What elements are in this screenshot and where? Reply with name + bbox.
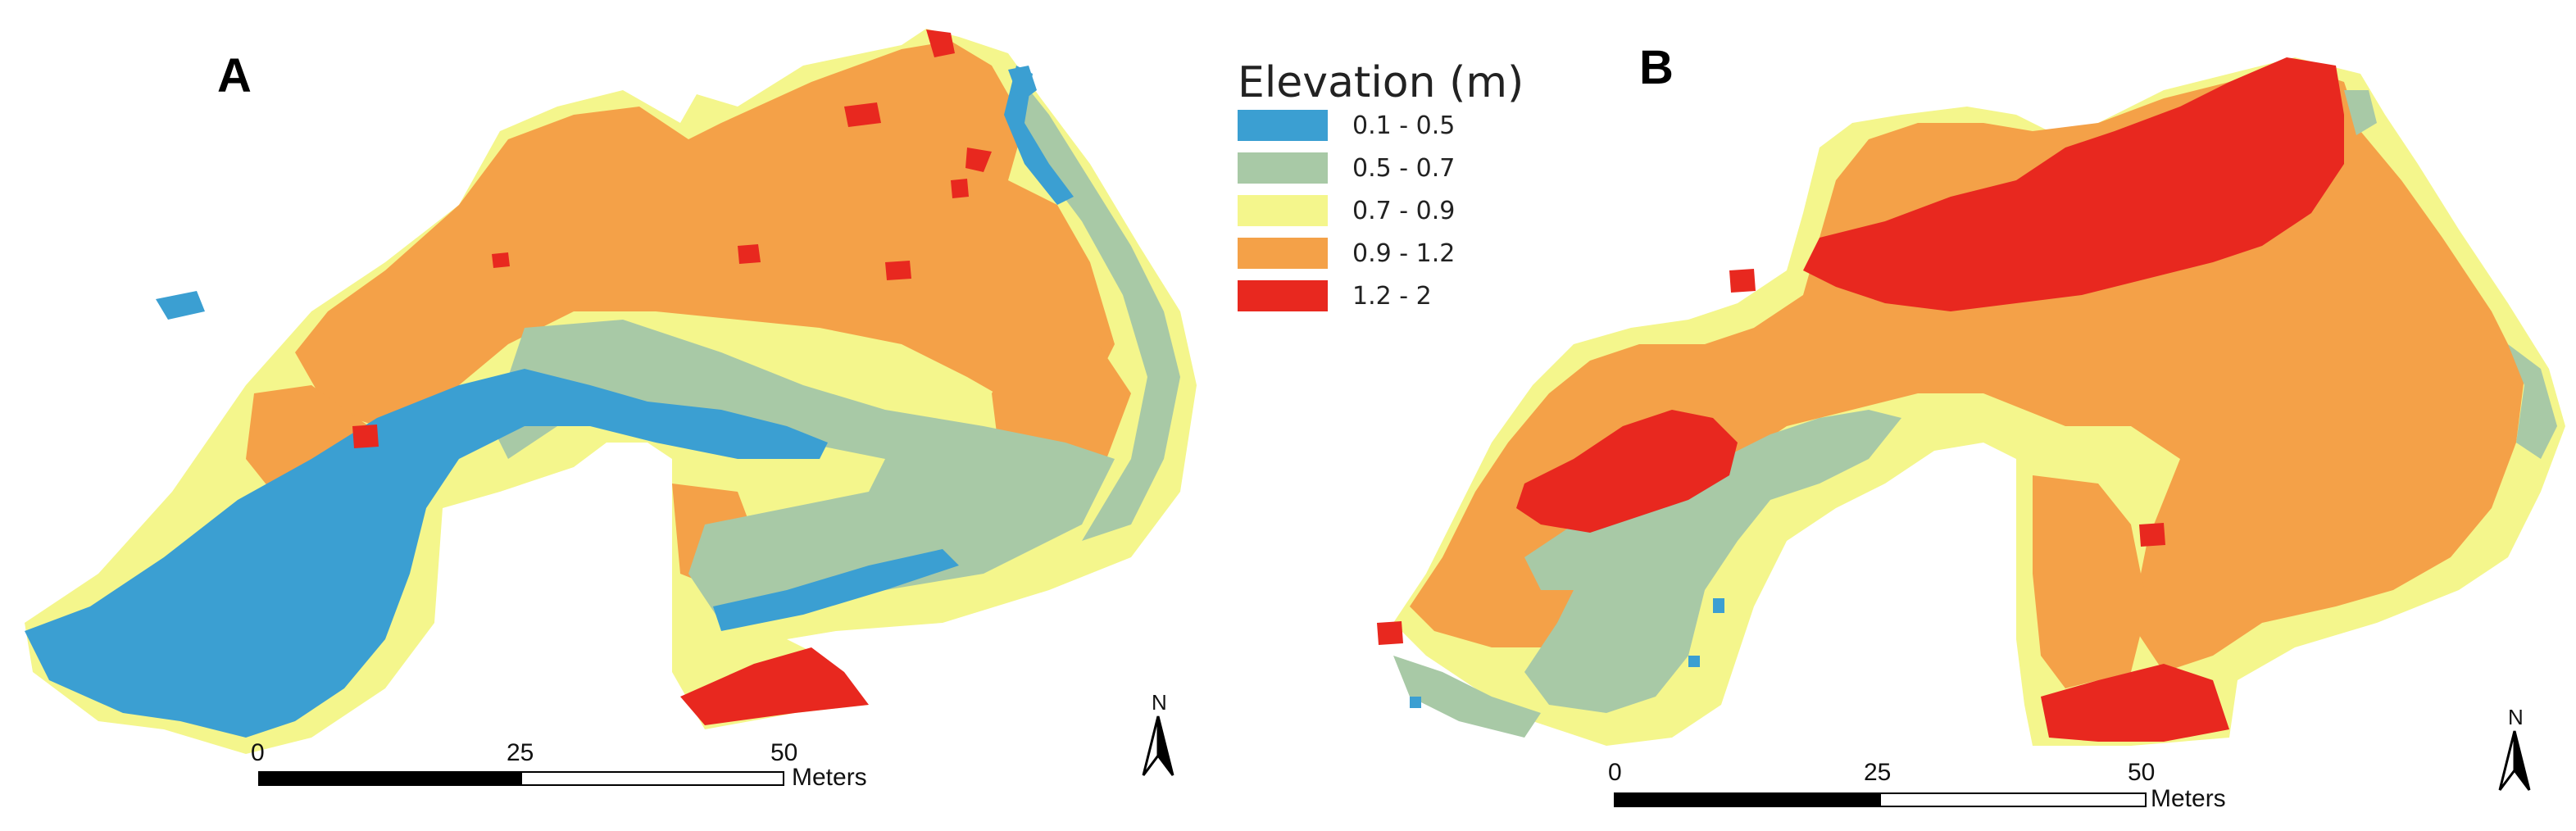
legend-label-1: 0.1 - 0.5 (1352, 111, 1455, 140)
legend-title: Elevation (m) (1238, 58, 1524, 107)
north-arrow-a-label: N (1152, 690, 1167, 715)
map-a-orange-zone (295, 41, 1115, 426)
legend-swatch-4 (1238, 238, 1328, 269)
map-b-red-spot-3 (1729, 269, 1756, 293)
map-b-red-spot-2 (2139, 523, 2165, 547)
map-a-red-mid-3 (352, 425, 379, 448)
legend-swatch-2 (1238, 152, 1328, 184)
legend-label-5: 1.2 - 2 (1352, 282, 1432, 311)
legend: Elevation (m) 0.1 - 0.5 0.5 - 0.7 0.7 - 0.… (1238, 58, 1524, 311)
map-a-green-east-edge (1008, 74, 1180, 541)
map-a-red-mid-6 (492, 252, 510, 268)
map-b-red-spot-1 (1377, 621, 1403, 645)
scalebar-b-unit: Meters (2151, 785, 2226, 812)
map-a-green-band (492, 320, 1115, 623)
scalebar-a-black-segment (258, 771, 522, 786)
north-arrow-b: N (2498, 705, 2531, 791)
map-b-green-east-edge (2508, 344, 2557, 459)
legend-label-4: 0.9 - 1.2 (1352, 239, 1455, 268)
map-b-red-west (1516, 410, 1738, 533)
map-a-blue-channel (25, 369, 828, 738)
north-arrow-a: N (1142, 690, 1174, 776)
map-a-red-ne-1 (926, 30, 955, 57)
map-a-red-ne-2 (965, 148, 992, 172)
scalebar-b-tick-50: 50 (2128, 759, 2155, 786)
scalebar-b-white-segment (1879, 792, 2147, 807)
legend-label-2: 0.5 - 0.7 (1352, 154, 1455, 183)
legend-swatch-3 (1238, 195, 1328, 226)
legend-swatch-5 (1238, 280, 1328, 311)
map-a-red-mid-2 (885, 261, 911, 280)
map-b-green-channel (1524, 410, 1901, 713)
scalebar-a-unit: Meters (792, 764, 867, 791)
map-b-blue-spot-1 (1713, 598, 1724, 613)
scalebar-a: 0 25 50 Meters (251, 739, 867, 791)
legend-label-3: 0.7 - 0.9 (1352, 197, 1455, 225)
scalebar-b: 0 25 50 Meters (1608, 759, 2226, 812)
legend-items: 0.1 - 0.5 0.5 - 0.7 0.7 - 0.9 0.9 - 1.2 1.2 … (1238, 110, 1455, 311)
map-b-green-ne-edge (2344, 90, 2377, 135)
north-arrow-b-label: N (2508, 705, 2524, 729)
scalebar-b-tick-0: 0 (1608, 759, 1622, 786)
map-a-red-mid-5 (951, 179, 969, 198)
panel-b-label: B (1639, 41, 1674, 94)
scalebar-b-black-segment (1614, 792, 1881, 807)
scalebar-b-tick-25: 25 (1864, 759, 1891, 786)
scalebar-a-tick-50: 50 (770, 739, 797, 766)
map-b-blue-spot-3 (1410, 697, 1421, 708)
map-b-green-bottom-west (1393, 656, 1541, 738)
map-b-blue-spot-2 (1688, 656, 1700, 667)
map-b-red-northeast (1803, 57, 2344, 311)
panel-a-label: A (217, 49, 252, 102)
map-a-red-mid-1 (738, 244, 761, 264)
map-a-blue-south-channel (713, 549, 959, 631)
map-a-blue-ne-tip (1008, 66, 1037, 102)
legend-swatch-1 (1238, 110, 1328, 141)
scalebar-a-white-segment (520, 771, 784, 786)
map-b-orange-south-arm (2033, 475, 2147, 688)
north-arrow-icon (2498, 730, 2531, 791)
scalebar-a-tick-0: 0 (251, 739, 265, 766)
map-a-blue-nw-spot (156, 291, 205, 320)
map-panel-b (1377, 57, 2565, 746)
map-a-red-south-tip (680, 647, 869, 725)
north-arrow-icon (1142, 715, 1174, 776)
map-b-red-south (2041, 664, 2229, 742)
scalebar-a-tick-25: 25 (507, 739, 534, 766)
map-a-red-mid-4 (844, 102, 881, 127)
